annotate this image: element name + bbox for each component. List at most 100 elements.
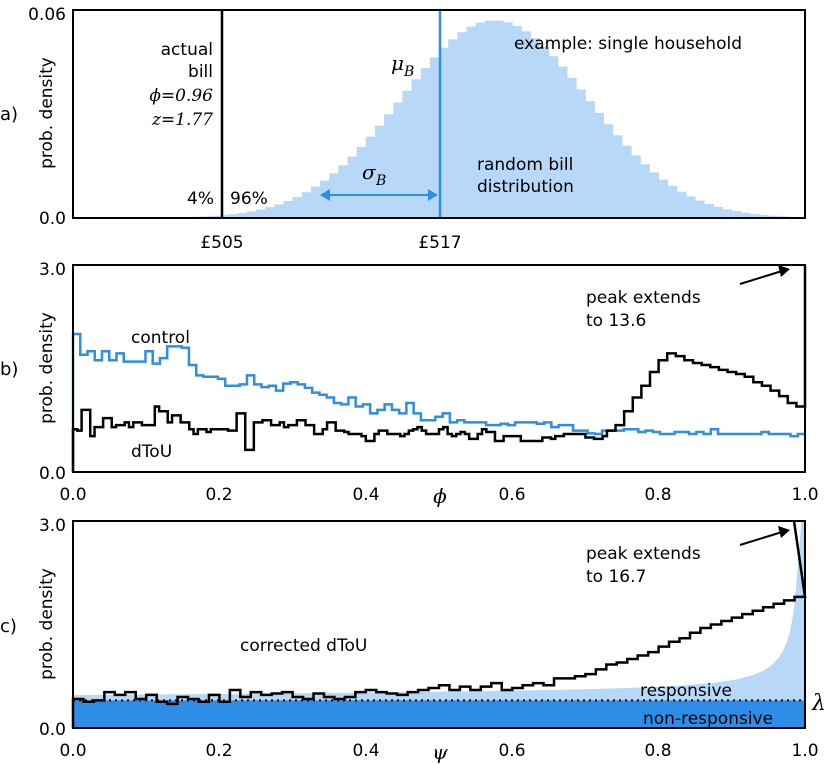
- a-sigma-subscript: B: [375, 173, 386, 189]
- a-bar: [503, 22, 513, 219]
- c-xtick-1: 0.2: [205, 741, 232, 761]
- b-control-series: [71, 332, 805, 472]
- a-plot-frame: [72, 9, 806, 219]
- a-bar: [439, 47, 449, 219]
- a-sigma-arrowhead-left: [320, 189, 330, 201]
- a-bar: [695, 200, 705, 218]
- a-bar: [603, 124, 614, 218]
- a-bar: [237, 212, 248, 218]
- a-ytick-top: 0.06: [28, 5, 66, 25]
- a-bar: [704, 204, 714, 218]
- a-pct-right: 96%: [230, 189, 268, 209]
- a-bar: [768, 215, 778, 218]
- b-dtou-label: dToU: [131, 442, 172, 462]
- a-bar: [557, 66, 568, 218]
- b-control-label: control: [131, 328, 190, 348]
- a-bar: [283, 201, 293, 218]
- a-bar: [402, 90, 412, 218]
- a-z-text: z=1.77: [151, 110, 213, 130]
- a-bar: [365, 136, 376, 218]
- panel-c: 3.0 0.0 prob. density c) 0.0 0.2 0.4 0.6…: [0, 516, 826, 764]
- a-bar: [585, 101, 595, 218]
- a-bill-text: bill: [188, 62, 213, 82]
- c-plot-frame: [72, 520, 806, 729]
- a-bar: [374, 125, 385, 218]
- a-bar: [356, 146, 367, 218]
- a-bar: [521, 31, 531, 219]
- a-bar: [649, 172, 659, 218]
- a-ylabel: prob. density: [37, 57, 57, 169]
- b-ytick-top: 3.0: [39, 260, 66, 280]
- a-bar: [411, 79, 422, 218]
- a-bar: [731, 211, 742, 218]
- a-bar: [320, 180, 330, 218]
- a-bar: [686, 196, 696, 218]
- b-peak-arrowhead: [778, 265, 790, 277]
- a-bar: [292, 197, 303, 218]
- b-xtick-4: 0.8: [644, 485, 671, 505]
- a-bar: [530, 38, 541, 218]
- a-bar: [667, 186, 678, 218]
- c-corrected-label: corrected dToU: [240, 636, 367, 656]
- a-bar: [274, 204, 284, 218]
- b-xtick-0: 0.0: [59, 485, 86, 505]
- c-non-responsive-label: non-responsive: [643, 709, 773, 729]
- c-xlabel: ψ: [432, 740, 448, 764]
- b-ylabel: prob. density: [37, 312, 57, 424]
- a-bar: [740, 212, 751, 218]
- a-bar: [210, 215, 220, 218]
- a-actual-text: actual: [161, 40, 213, 60]
- a-bar: [265, 207, 275, 218]
- a-pct-left: 4%: [187, 189, 214, 209]
- c-ytick-top: 3.0: [39, 516, 66, 536]
- a-bar: [301, 192, 312, 218]
- a-sigma-arrowhead-right: [428, 189, 438, 201]
- a-phi-text: ϕ=0.96: [149, 86, 213, 106]
- b-xtick-3: 0.6: [498, 485, 525, 505]
- c-lambda-label: λ: [811, 691, 826, 716]
- a-example-text: example: single household: [514, 34, 742, 54]
- c-xtick-0: 0.0: [59, 741, 86, 761]
- a-bar: [448, 39, 458, 219]
- c-ytick-bottom: 0.0: [39, 720, 66, 740]
- a-distribution-bars: [73, 20, 806, 219]
- b-xtick-1: 0.2: [205, 485, 232, 505]
- a-mu-symbol: μ: [391, 51, 404, 75]
- a-bar: [676, 191, 687, 218]
- b-plot-frame: [72, 264, 806, 473]
- a-bar: [347, 156, 358, 218]
- a-bar: [466, 26, 476, 218]
- a-sigma-symbol: σ: [362, 160, 377, 184]
- c-xtick-5: 1.0: [791, 741, 818, 761]
- a-bar: [750, 214, 760, 218]
- c-peak-arrowhead: [778, 526, 790, 538]
- a-xmarker-517: £517: [418, 233, 461, 253]
- a-bar: [493, 20, 504, 219]
- c-corrected-series: [71, 520, 807, 728]
- a-bar: [539, 46, 550, 219]
- a-bar: [228, 214, 239, 218]
- a-bar: [457, 32, 467, 218]
- a-ytick-bottom: 0.0: [39, 209, 66, 229]
- a-bar: [612, 135, 623, 218]
- a-distribution-text: distribution: [477, 177, 574, 197]
- a-bar: [393, 102, 403, 218]
- b-xlabel: ϕ: [433, 484, 447, 508]
- a-random-text: random bill: [477, 155, 573, 175]
- a-bar: [310, 186, 321, 218]
- c-peak-text-1: peak extends: [586, 544, 701, 564]
- b-panel-label: b): [0, 359, 18, 380]
- a-bar: [219, 215, 229, 218]
- a-bar: [429, 57, 440, 218]
- panel-b: 3.0 0.0 prob. density b) 0.0 0.2 0.4 0.6…: [0, 260, 819, 508]
- b-dtou-series: [71, 265, 807, 472]
- a-bar: [548, 56, 559, 219]
- c-peak-text-2: to 16.7: [586, 567, 646, 587]
- a-bar: [722, 209, 733, 218]
- c-xtick-4: 0.8: [644, 741, 671, 761]
- a-xmarker-505: £505: [200, 233, 243, 253]
- a-bar: [567, 77, 577, 218]
- a-mu-subscript: B: [403, 64, 414, 80]
- b-peak-text-2: to 13.6: [586, 311, 646, 331]
